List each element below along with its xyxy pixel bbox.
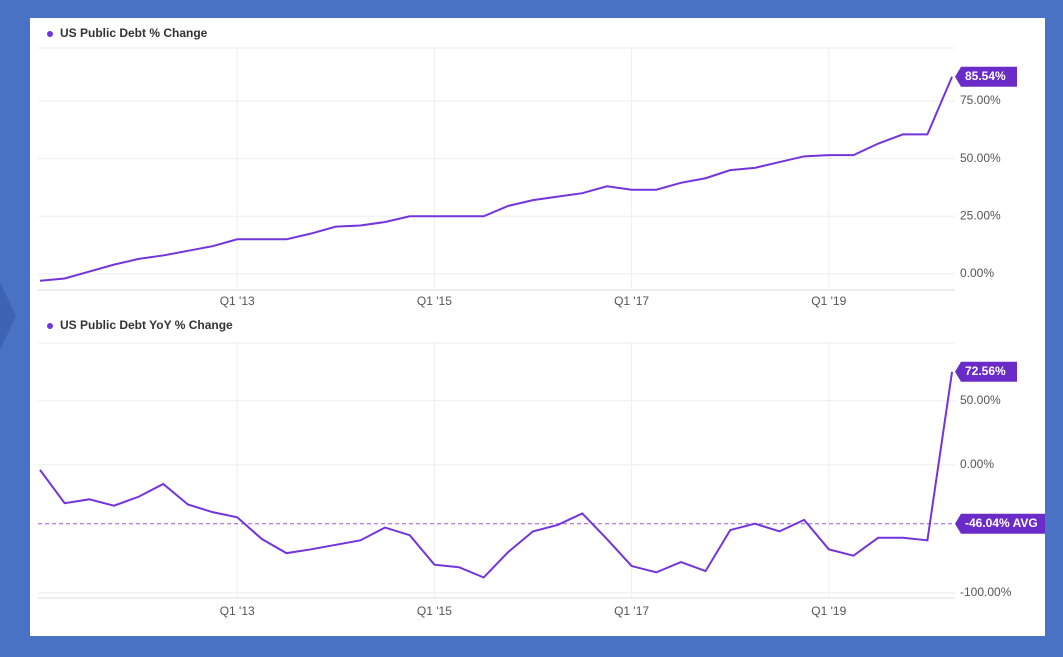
series-line bbox=[39, 76, 953, 282]
x-tick-label: Q1 '13 bbox=[220, 604, 255, 618]
y-tick-label: 0.00% bbox=[960, 266, 994, 280]
y-tick-label: -100.00% bbox=[960, 585, 1012, 599]
average-label-box bbox=[955, 513, 1045, 534]
x-tick-label: Q1 '13 bbox=[220, 294, 255, 308]
value-label: 85.54% bbox=[965, 69, 1006, 83]
value-label-box bbox=[955, 361, 1017, 382]
legend-marker bbox=[47, 31, 53, 37]
value-label: 72.56% bbox=[965, 364, 1006, 378]
y-tick-label: 50.00% bbox=[960, 151, 1001, 165]
x-tick-label: Q1 '17 bbox=[614, 604, 649, 618]
y-tick-label: 75.00% bbox=[960, 93, 1001, 107]
x-tick-label: Q1 '15 bbox=[417, 604, 452, 618]
x-tick-label: Q1 '15 bbox=[417, 294, 452, 308]
value-label-box bbox=[955, 66, 1017, 87]
decor-arrow bbox=[0, 282, 16, 350]
y-tick-label: 0.00% bbox=[960, 457, 994, 471]
legend-marker bbox=[47, 323, 53, 329]
average-label: -46.04% AVG bbox=[965, 516, 1038, 530]
series-line bbox=[39, 371, 954, 579]
x-tick-label: Q1 '19 bbox=[811, 604, 846, 618]
legend-label: US Public Debt YoY % Change bbox=[60, 318, 233, 332]
y-tick-label: 50.00% bbox=[960, 393, 1001, 407]
panel bbox=[30, 18, 1045, 636]
y-tick-label: 25.00% bbox=[960, 208, 1001, 222]
x-tick-label: Q1 '17 bbox=[614, 294, 649, 308]
x-tick-label: Q1 '19 bbox=[811, 294, 846, 308]
legend-label: US Public Debt % Change bbox=[60, 26, 208, 40]
